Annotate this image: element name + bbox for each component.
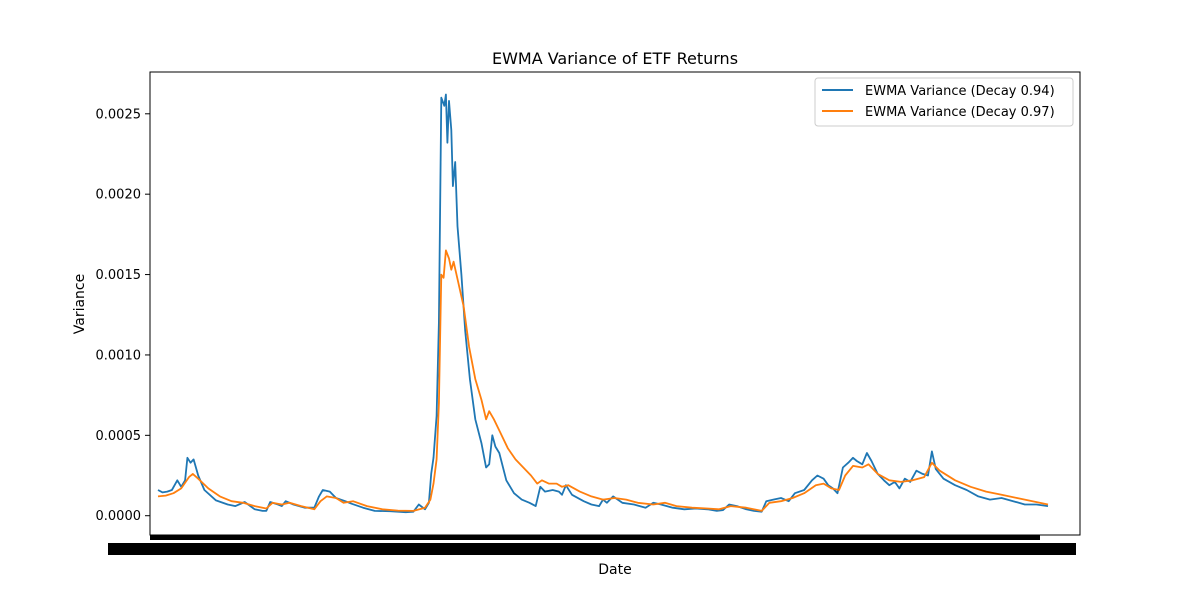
y-tick-label: 0.0010 bbox=[96, 348, 142, 363]
x-axis-ticks bbox=[108, 535, 1076, 555]
x-axis-label: Date bbox=[598, 562, 631, 578]
y-tick-label: 0.0025 bbox=[96, 107, 142, 122]
x-tick-labels-overlapping bbox=[108, 543, 1076, 555]
x-tick-marks bbox=[150, 535, 1040, 540]
series-line-decay-097 bbox=[157, 249, 1049, 512]
series-lines bbox=[157, 93, 1049, 514]
series-line-decay-094 bbox=[157, 93, 1049, 514]
chart-title: EWMA Variance of ETF Returns bbox=[492, 49, 738, 68]
legend: EWMA Variance (Decay 0.94) EWMA Variance… bbox=[814, 77, 1074, 127]
y-tick-label: 0.0000 bbox=[96, 509, 142, 524]
y-tick-label: 0.0020 bbox=[96, 188, 142, 203]
legend-box bbox=[814, 77, 1074, 127]
y-axis-ticks: 0.0000 0.0005 0.0010 0.0015 0.0020 0.0025 bbox=[96, 107, 150, 524]
plot-area-frame bbox=[149, 71, 1081, 536]
y-axis-label: Variance bbox=[72, 274, 88, 334]
y-tick-label: 0.0005 bbox=[96, 429, 142, 444]
legend-label-decay-097: EWMA Variance (Decay 0.97) bbox=[865, 105, 1055, 120]
legend-label-decay-094: EWMA Variance (Decay 0.94) bbox=[865, 84, 1055, 99]
y-tick-label: 0.0015 bbox=[96, 268, 142, 283]
